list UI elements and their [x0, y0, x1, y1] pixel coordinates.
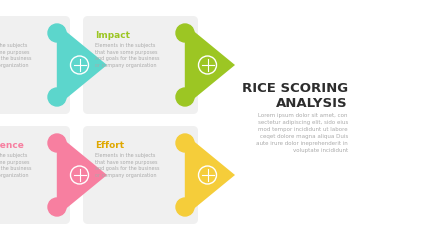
Circle shape: [176, 88, 194, 106]
Bar: [57, 33, 65, 97]
Text: Elements in the subjects
that have some purposes
and goals for the business
or c: Elements in the subjects that have some …: [95, 43, 159, 68]
Circle shape: [48, 88, 66, 106]
FancyBboxPatch shape: [0, 126, 70, 224]
Circle shape: [176, 24, 194, 42]
Bar: [185, 33, 193, 97]
Text: ANALYSIS: ANALYSIS: [276, 97, 348, 110]
Circle shape: [176, 198, 194, 216]
Polygon shape: [185, 24, 235, 106]
Text: Effort: Effort: [95, 141, 124, 150]
Circle shape: [176, 134, 194, 152]
Polygon shape: [57, 134, 107, 216]
Text: RICE SCORING: RICE SCORING: [242, 82, 348, 95]
Text: Impact: Impact: [95, 31, 130, 40]
Polygon shape: [57, 24, 107, 106]
Text: Elements in the subjects
that have some purposes
and goals for the business
or c: Elements in the subjects that have some …: [0, 153, 32, 178]
Circle shape: [48, 198, 66, 216]
FancyBboxPatch shape: [83, 16, 198, 114]
Text: Elements in the subjects
that have some purposes
and goals for the business
or c: Elements in the subjects that have some …: [95, 153, 159, 178]
Text: Lorem ipsum dolor sit amet, con
sectetur adipiscing elit, sido eius
mod tempor i: Lorem ipsum dolor sit amet, con sectetur…: [256, 113, 348, 153]
Text: Elements in the subjects
that have some purposes
and goals for the business
or c: Elements in the subjects that have some …: [0, 43, 32, 68]
Polygon shape: [185, 134, 235, 216]
Circle shape: [48, 134, 66, 152]
Text: Confidence: Confidence: [0, 141, 24, 150]
Bar: [185, 143, 193, 207]
Bar: [57, 143, 65, 207]
FancyBboxPatch shape: [83, 126, 198, 224]
Circle shape: [48, 24, 66, 42]
FancyBboxPatch shape: [0, 16, 70, 114]
